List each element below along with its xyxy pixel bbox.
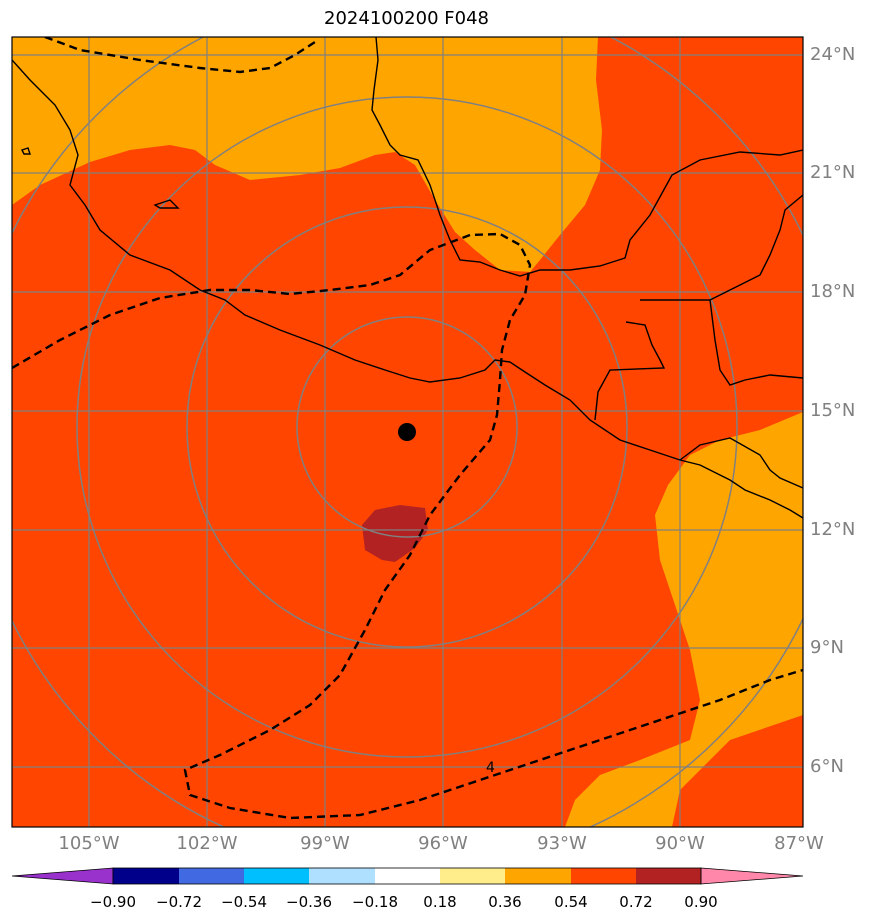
lat-label: 12°N — [810, 519, 856, 540]
field-dark-red — [362, 505, 428, 562]
lat-label: 24°N — [810, 44, 856, 65]
lat-label: 6°N — [810, 756, 844, 777]
colorbar-segment — [636, 868, 701, 884]
colorbar-segment — [179, 868, 244, 884]
lon-label: 102°W — [176, 833, 238, 854]
colorbar-tick-label: 0.72 — [619, 893, 653, 911]
colorbar-tick-label: −0.90 — [90, 893, 136, 911]
colorbar-segment — [113, 868, 179, 884]
colorbar-tick-label: 0.90 — [684, 893, 718, 911]
lon-label: 105°W — [58, 833, 120, 854]
colorbar-tick-label: −0.36 — [286, 893, 332, 911]
map-frame — [11, 36, 804, 828]
storm-center-marker — [398, 423, 416, 441]
lat-label: 15°N — [810, 400, 856, 421]
colorbar-tick-label: −0.18 — [352, 893, 398, 911]
range-rings — [12, 37, 803, 827]
map-graticule — [12, 37, 803, 827]
lon-label: 90°W — [655, 833, 705, 854]
lat-label: 9°N — [810, 637, 844, 658]
colorbar-segment — [309, 868, 375, 884]
colorbar-segment — [505, 868, 571, 884]
colorbar-extend-low — [11, 867, 114, 885]
lon-label: 93°W — [537, 833, 587, 854]
colorbar-segment — [375, 868, 440, 884]
lat-label: 18°N — [810, 281, 856, 302]
lon-label: 99°W — [300, 833, 350, 854]
colorbar-segment — [571, 868, 636, 884]
colorbar-segment — [440, 868, 505, 884]
colorbar-tick-label: −0.72 — [156, 893, 202, 911]
field-orange-north — [12, 37, 602, 272]
dashed-contours — [12, 37, 803, 820]
field-orange-southeast — [565, 412, 803, 827]
colorbar-tick-label: 0.54 — [554, 893, 588, 911]
colorbar — [11, 867, 804, 885]
contour-label: 4 — [486, 760, 495, 776]
colorbar-tick-label: 0.18 — [423, 893, 457, 911]
lat-label: 21°N — [810, 162, 856, 183]
colorbar-tick-label: −0.54 — [221, 893, 267, 911]
lon-label: 96°W — [418, 833, 468, 854]
map-title: 2024100200 F048 — [324, 8, 489, 29]
colorbar-tick-label: 0.36 — [488, 893, 522, 911]
colorbar-extend-high — [700, 867, 804, 885]
coastlines — [12, 37, 803, 519]
lon-label: 87°W — [774, 833, 824, 854]
colorbar-segment — [244, 868, 309, 884]
